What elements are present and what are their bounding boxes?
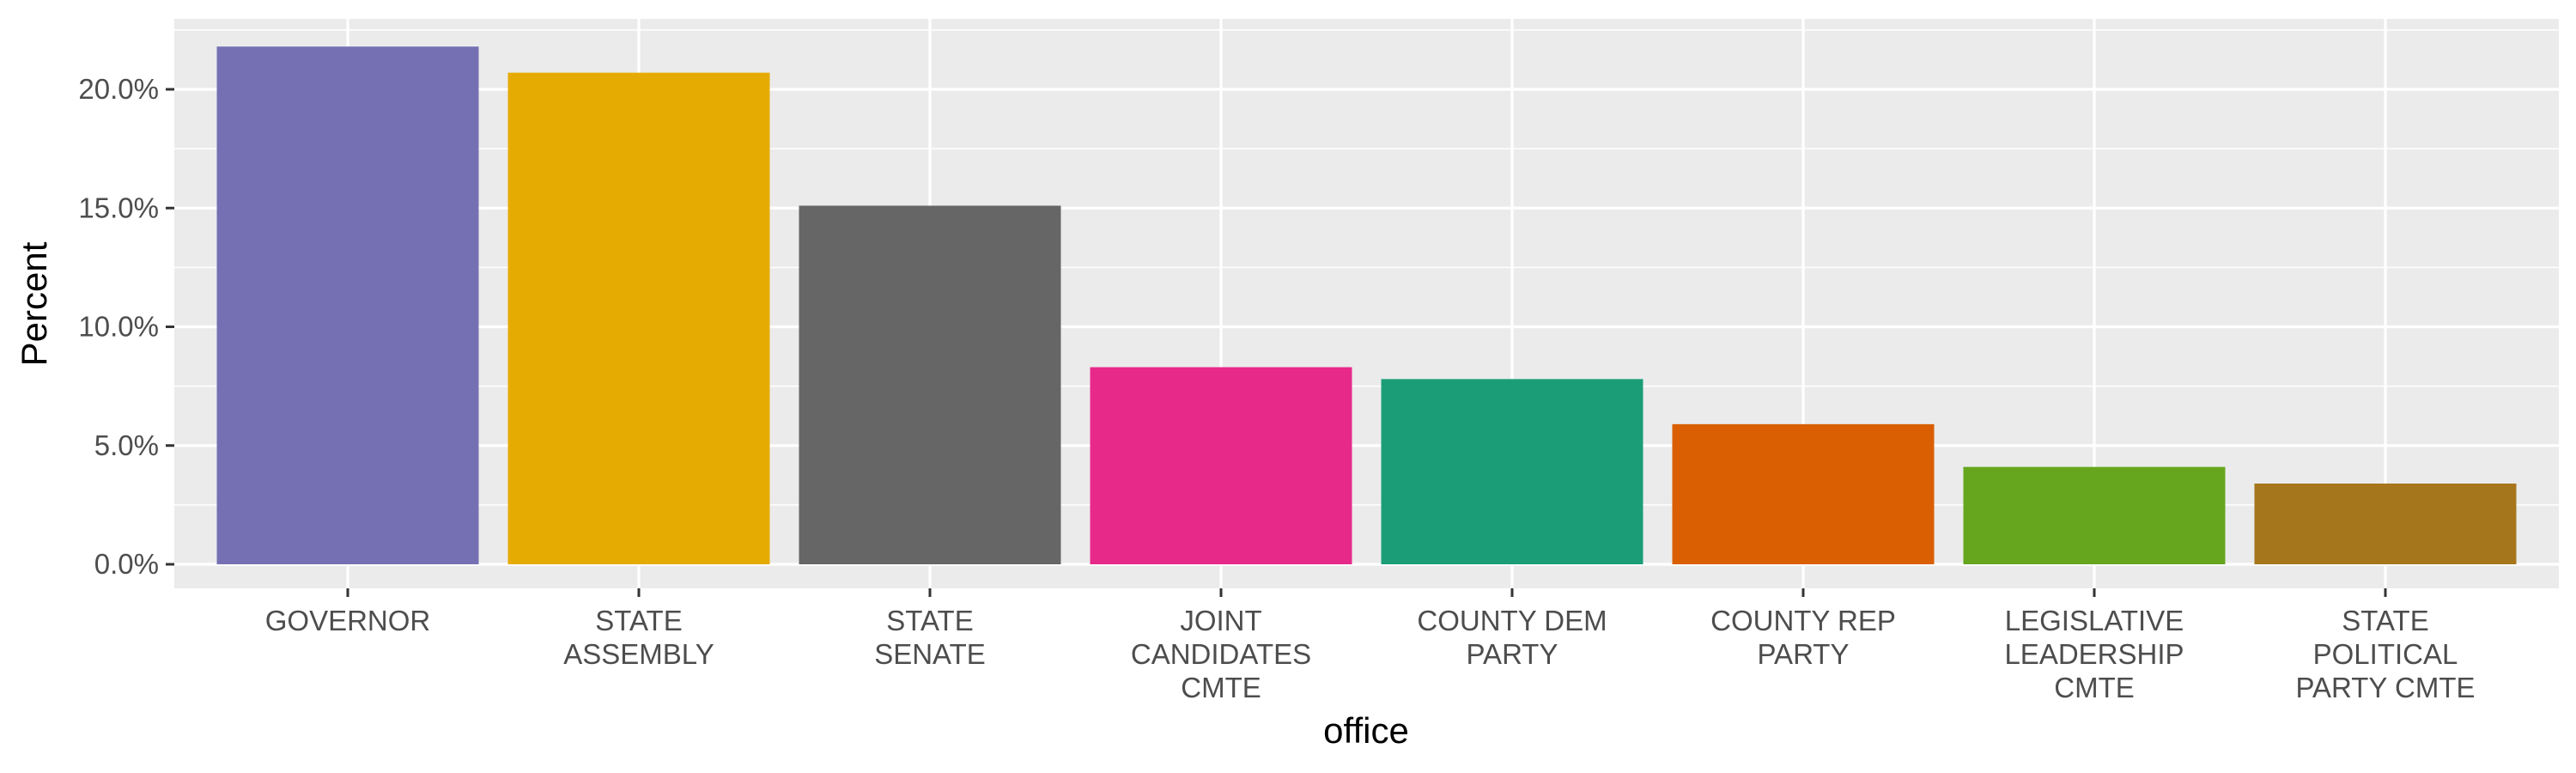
y-tick-label-2: 10.0% (78, 311, 159, 343)
x-tick-label-line: PARTY (1467, 638, 1558, 670)
x-tick-label-line: GOVERNOR (265, 605, 431, 636)
x-axis-title: office (1323, 710, 1409, 751)
x-tick-label-2: STATE SENATE (874, 605, 986, 670)
bar-6 (1963, 466, 2226, 564)
x-tick-label-0: GOVERNOR (265, 605, 431, 636)
bar-0 (216, 46, 479, 565)
x-tick-label-line: LEGISLATIVE (2005, 605, 2184, 636)
x-tick-label-line: POLITICAL (2313, 638, 2458, 670)
x-tick-label-line: SENATE (874, 638, 986, 670)
bar-1 (507, 72, 770, 564)
bar-7 (2254, 483, 2517, 564)
x-tick-label-5: COUNTY REP PARTY (1710, 605, 1896, 670)
bars (216, 46, 2517, 565)
x-tick-label-line: COUNTY REP (1710, 605, 1896, 636)
y-tick-label-3: 15.0% (78, 192, 159, 223)
x-tick-label-line: CANDIDATES (1131, 638, 1311, 670)
x-tick-label-3: JOINT CANDIDATES CMTE (1131, 605, 1311, 703)
y-tick-label-1: 5.0% (94, 429, 159, 461)
x-tick-label-line: CMTE (2054, 672, 2135, 703)
bar-5 (1672, 423, 1935, 564)
x-tick-label-6: LEGISLATIVE LEADERSHIP CMTE (2004, 605, 2184, 703)
x-tick-label-7: STATE POLITICAL PARTY CMTE (2295, 605, 2475, 703)
x-tick-label-line: JOINT (1180, 605, 1261, 636)
x-tick-label-line: COUNTY DEM (1417, 605, 1607, 636)
x-tick-label-line: LEADERSHIP (2004, 638, 2184, 670)
x-tick-label-line: CMTE (1181, 672, 1261, 703)
y-tick-label-4: 20.0% (78, 73, 159, 105)
x-tick-label-line: STATE (886, 605, 973, 636)
x-tick-label-1: STATE ASSEMBLY (563, 605, 714, 670)
x-tick-label-line: ASSEMBLY (563, 638, 714, 670)
bar-2 (799, 205, 1061, 565)
bar-4 (1381, 379, 1643, 564)
y-axis: 0.0% 5.0% 10.0% 15.0% 20.0% (78, 73, 174, 580)
y-axis-title: Percent (14, 241, 54, 366)
x-tick-label-line: PARTY (1758, 638, 1850, 670)
x-tick-label-line: STATE (595, 605, 682, 636)
bar-3 (1090, 367, 1352, 564)
y-tick-label-0: 0.0% (94, 548, 159, 580)
x-tick-label-line: PARTY CMTE (2295, 672, 2475, 703)
x-tick-label-line: STATE (2342, 605, 2428, 636)
x-tick-label-4: COUNTY DEM PARTY (1417, 605, 1607, 670)
